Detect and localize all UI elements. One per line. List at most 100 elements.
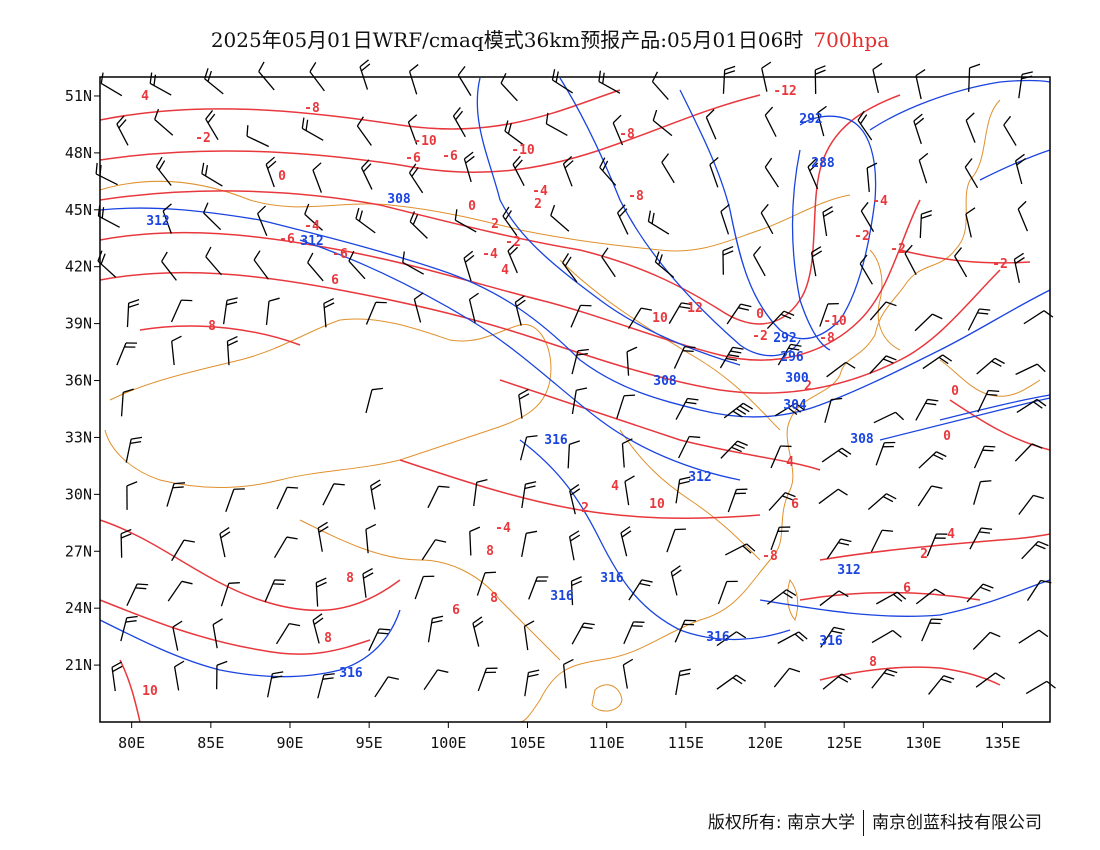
wind-barb	[126, 299, 140, 328]
temperature-contour-label: -6	[279, 232, 295, 247]
x-tick-label: 85E	[197, 734, 224, 752]
wind-barb	[973, 480, 992, 505]
border-south	[299, 519, 561, 661]
temperature-contour-label: -4	[872, 194, 888, 209]
wind-barb	[777, 343, 802, 366]
wind-barb	[647, 210, 670, 235]
temperature-contour-label: 4	[947, 527, 955, 542]
wind-barb	[720, 204, 730, 235]
wind-barb	[570, 304, 592, 328]
wind-barb	[968, 63, 981, 92]
wind-barb	[472, 616, 484, 647]
wind-barb	[675, 476, 691, 504]
theta-contour-label: 288	[811, 156, 835, 171]
wind-barb	[719, 346, 744, 369]
wind-barb	[246, 125, 270, 148]
wind-barb	[120, 528, 132, 558]
temperature-contour-label: -8	[628, 189, 644, 204]
temperature-contour-label: -6	[332, 247, 348, 262]
temperature-contour-label: -8	[619, 127, 635, 142]
wind-barb	[514, 295, 526, 326]
island-hainan	[591, 684, 623, 712]
wind-barb	[621, 438, 633, 468]
wind-barb	[570, 576, 583, 606]
wind-barb	[915, 588, 945, 605]
theta-contour-label: 316	[600, 571, 624, 586]
wind-barb	[766, 589, 797, 605]
wind-barb	[155, 156, 172, 186]
temperature-contour-label: -10	[511, 143, 535, 158]
wind-barb	[821, 447, 852, 463]
wind-barb	[273, 536, 298, 559]
wind-barb	[768, 492, 796, 511]
temperature-contour-label: 10	[652, 311, 668, 326]
wind-barb	[276, 486, 299, 510]
wind-barb	[161, 251, 177, 281]
wind-barb	[265, 297, 280, 326]
wind-barb	[125, 436, 143, 463]
y-tick-label: 48N	[65, 144, 92, 162]
wind-barb	[1014, 443, 1043, 462]
wind-barb	[623, 621, 645, 645]
x-tick-label: 110E	[589, 734, 625, 752]
wind-barb	[599, 157, 617, 186]
wind-barb	[857, 110, 873, 141]
temperature-contour-label: -6	[405, 151, 421, 166]
title-main: 2025年05月01日WRF/cmaq模式36km预报产品:05月01日06时	[210, 28, 804, 52]
wind-barb	[1025, 680, 1056, 695]
y-tick-label: 33N	[65, 428, 92, 446]
temperature-contour-label: 2	[804, 379, 812, 394]
wind-barb	[761, 61, 772, 92]
wind-barb	[1018, 494, 1045, 515]
wind-barb	[866, 162, 878, 192]
temperature-contour-label: 0	[756, 307, 764, 322]
temperature-contour-label: 10	[142, 684, 158, 699]
wind-barb	[726, 303, 752, 325]
wind-barb	[626, 346, 638, 376]
temperature-labels: 4-8-20-10-6 -6 -10-8-12-4 -8-6202-4-2-44-66…	[141, 84, 1008, 699]
wind-barb	[205, 246, 222, 276]
temperature-contour-label: 2	[534, 197, 542, 212]
wind-barb	[568, 530, 581, 561]
temperature-contour-label: 4	[501, 263, 509, 278]
wind-barb	[967, 308, 991, 331]
wind-barb	[1003, 115, 1017, 146]
wind-barb	[504, 120, 525, 146]
temperature-contour-label: 2	[920, 547, 928, 562]
y-tick-label: 27N	[65, 542, 92, 560]
wind-barb	[673, 346, 696, 369]
wind-barb	[918, 152, 929, 184]
wind-barb	[315, 577, 327, 607]
wind-barb	[365, 301, 387, 325]
wind-barb	[427, 485, 450, 509]
temperature-contour-label: 10	[649, 497, 665, 512]
temperature-contour-label: 4	[786, 455, 794, 470]
wind-barb	[317, 673, 335, 699]
wind-barb	[463, 250, 475, 282]
wind-barb	[922, 354, 953, 370]
pressure-level: 700hpa	[813, 28, 890, 52]
wind-barb	[820, 626, 845, 648]
temperature-contour-label: -4	[495, 521, 511, 536]
wind-barb	[652, 109, 673, 137]
wind-barb	[258, 61, 275, 91]
x-tick-label: 95E	[356, 734, 383, 752]
wind-barb	[807, 158, 819, 190]
theta-contour-label: 312	[688, 470, 711, 485]
wind-barb	[727, 488, 748, 513]
wind-barb	[616, 394, 636, 419]
wind-barb	[674, 619, 696, 643]
temperature-contour-label: -4	[532, 184, 548, 199]
wind-barb	[408, 64, 419, 95]
wind-barb	[457, 65, 472, 96]
wind-barb	[651, 71, 669, 101]
wind-barb	[977, 389, 1000, 413]
wind-barb	[722, 65, 736, 94]
wind-barb	[926, 533, 948, 557]
wind-barb	[654, 251, 675, 278]
wind-barb	[917, 485, 943, 507]
wind-barb	[476, 571, 496, 596]
wind-barb	[871, 668, 898, 689]
x-tick-label: 115E	[668, 734, 704, 752]
